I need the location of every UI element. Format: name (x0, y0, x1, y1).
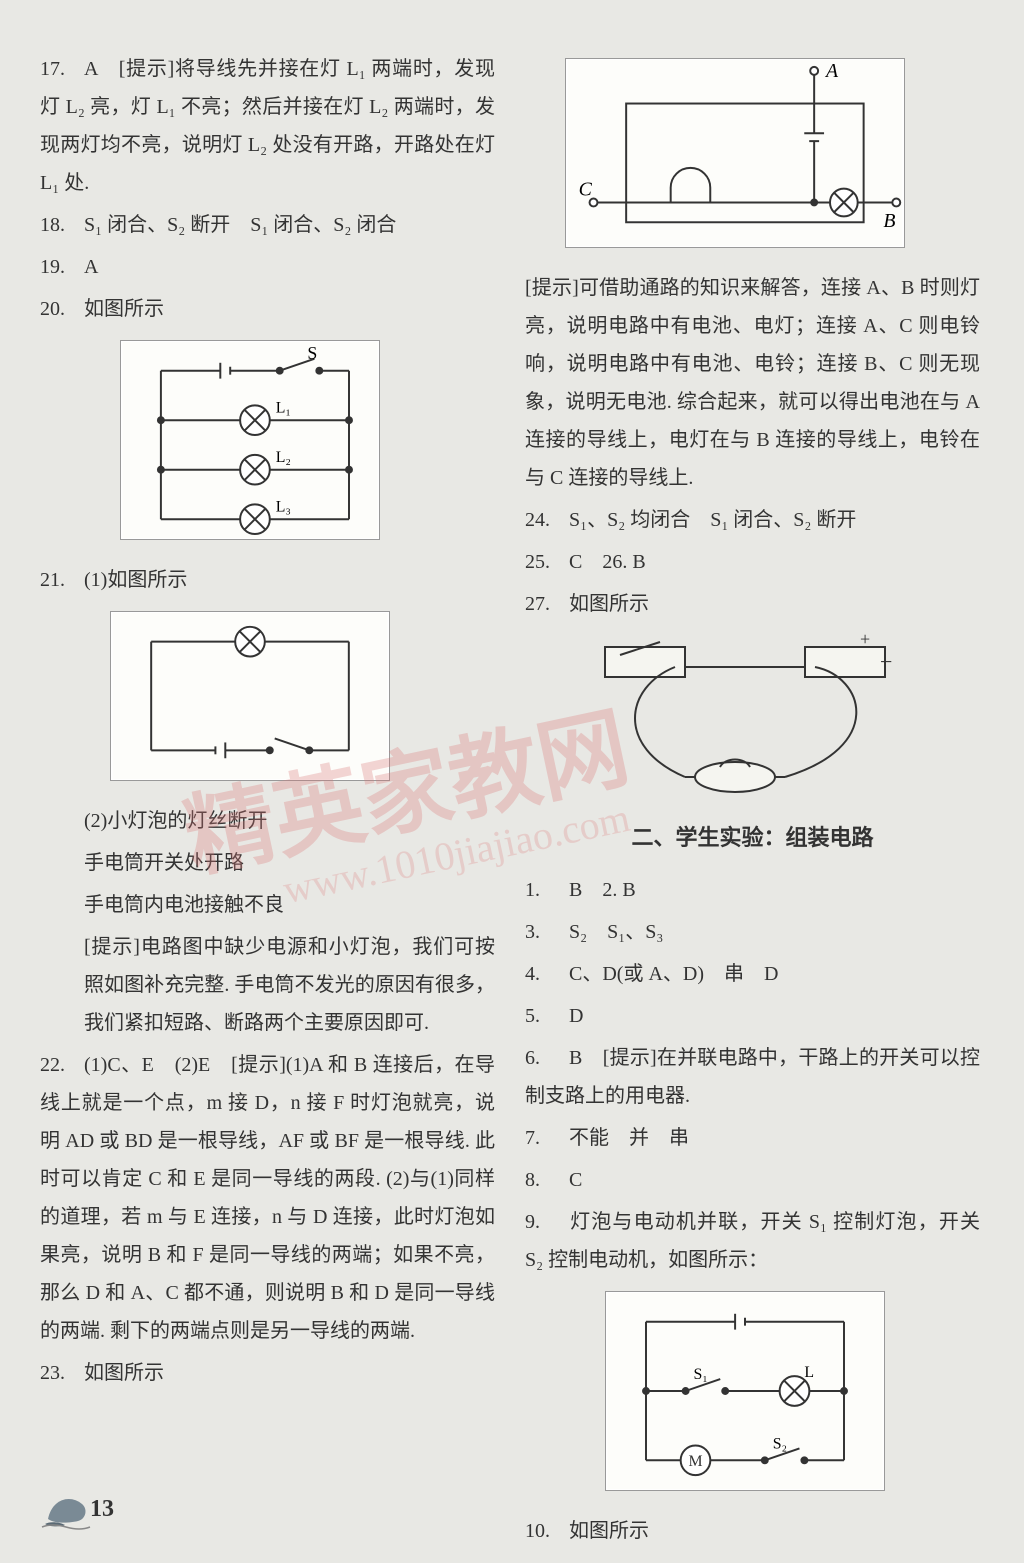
q20-num: 20. (40, 290, 84, 328)
q17-text: A [提示]将导线先并接在灯 L₁ 两端时，发现灯 L₂ 亮，灯 L₁ 不亮；然… (40, 58, 495, 194)
label-c: C (579, 179, 593, 201)
q23: 23.如图所示 (40, 1354, 495, 1392)
page-content: 17.A [提示]将导线先并接在灯 L₁ 两端时，发现灯 L₂ 亮，灯 L₁ 不… (40, 50, 984, 1554)
s2-q10: 10.如图所示 (525, 1512, 980, 1550)
q24: 24.S₁、S₂ 均闭合 S₁ 闭合、S₂ 断开 (525, 501, 980, 539)
q17-num: 17. (40, 50, 84, 88)
s2-q3-text: S₂ S₁、S₃ (569, 921, 663, 943)
q25-26: 25.C 26. B (525, 543, 980, 581)
s2-q7-num: 7. (525, 1119, 569, 1157)
s2-q6: 6.B [提示]在并联电路中，干路上的开关可以控制支路上的用电器. (525, 1039, 980, 1115)
q21-text: (1)如图所示 (84, 569, 187, 591)
s2-q7-text: 不能 并 串 (569, 1127, 689, 1149)
label-b: B (883, 210, 895, 232)
q19-text: A (84, 256, 98, 278)
q17: 17.A [提示]将导线先并接在灯 L₁ 两端时，发现灯 L₂ 亮，灯 L₁ 不… (40, 50, 495, 202)
q24-num: 24. (525, 501, 569, 539)
s2-q6-num: 6. (525, 1039, 569, 1077)
s2-q1-num: 1. (525, 871, 569, 909)
s2-q5-num: 5. (525, 997, 569, 1035)
q20-circuit-diagram: S L₁ L₂ L₃ (120, 340, 380, 540)
label-m: M (689, 1453, 703, 1470)
s2-q7: 7.不能 并 串 (525, 1119, 980, 1157)
q27-text: 如图所示 (569, 593, 649, 615)
column-right: A B C [提示]可借助通路的知识来解答，连接 A、B 时则灯亮，说明电路中有… (525, 50, 980, 1554)
q21-sub-4: [提示]电路图中缺少电源和小灯泡，我们可按照如图补充完整. 手电筒不发光的原因有… (40, 928, 495, 1042)
q18: 18.S₁ 闭合、S₂ 断开 S₁ 闭合、S₂ 闭合 (40, 206, 495, 244)
s2-q9-text: 灯泡与电动机并联，开关 S₁ 控制灯泡，开关 S₂ 控制电动机，如图所示： (525, 1211, 980, 1271)
q21-circuit-diagram (110, 611, 390, 781)
q21: 21.(1)如图所示 (40, 561, 495, 599)
s2-q1-2: 1.B 2. B (525, 871, 980, 909)
q20: 20.如图所示 (40, 290, 495, 328)
label-s1: S₁ (694, 1366, 708, 1383)
label-l2: L₂ (276, 449, 291, 466)
q19-num: 19. (40, 248, 84, 286)
s2-q8-num: 8. (525, 1161, 569, 1199)
q24-text: S₁、S₂ 均闭合 S₁ 闭合、S₂ 断开 (569, 509, 856, 531)
dolphin-icon (40, 1479, 94, 1533)
label-s: S (307, 343, 317, 363)
q27-num: 27. (525, 585, 569, 623)
q27-sketch-diagram: + − (565, 627, 905, 797)
column-left: 17.A [提示]将导线先并接在灯 L₁ 两端时，发现灯 L₂ 亮，灯 L₁ 不… (40, 50, 495, 1554)
q23-num: 23. (40, 1354, 84, 1392)
section-2-title: 二、学生实验：组装电路 (525, 817, 980, 859)
q21-sub-1: (2)小灯泡的灯丝断开 (40, 802, 495, 840)
q23-hint: [提示]可借助通路的知识来解答，连接 A、B 时则灯亮，说明电路中有电池、电灯；… (525, 269, 980, 497)
s2-q10-text: 如图所示 (569, 1520, 649, 1542)
q23-circuit-diagram: A B C (565, 58, 905, 248)
q25-num: 25. (525, 543, 569, 581)
s2-q9-circuit-diagram: M S₁ L S₂ (605, 1291, 885, 1491)
q20-text: 如图所示 (84, 298, 164, 320)
s2-q3-num: 3. (525, 913, 569, 951)
q22-num: 22. (40, 1046, 84, 1084)
label-a: A (824, 60, 839, 82)
q21-num: 21. (40, 561, 84, 599)
q18-num: 18. (40, 206, 84, 244)
s2-q1-2-text: B 2. B (569, 879, 636, 901)
s2-q8-text: C (569, 1169, 582, 1191)
q21-sub-3: 手电筒内电池接触不良 (40, 886, 495, 924)
s2-q5: 5.D (525, 997, 980, 1035)
page-number: 13 (90, 1496, 114, 1523)
q25-26-text: C 26. B (569, 551, 646, 573)
q18-text: S₁ 闭合、S₂ 断开 S₁ 闭合、S₂ 闭合 (84, 214, 396, 236)
label-l3: L₃ (276, 498, 291, 515)
svg-text:+: + (860, 629, 870, 649)
q19: 19.A (40, 248, 495, 286)
s2-q10-num: 10. (525, 1512, 569, 1550)
q23-text: 如图所示 (84, 1362, 164, 1384)
s2-q6-text: B [提示]在并联电路中，干路上的开关可以控制支路上的用电器. (525, 1047, 980, 1107)
label-l: L (804, 1364, 814, 1381)
s2-q4-text: C、D(或 A、D) 串 D (569, 963, 778, 985)
s2-q5-text: D (569, 1005, 583, 1027)
s2-q8: 8.C (525, 1161, 980, 1199)
q27: 27.如图所示 (525, 585, 980, 623)
q22-text: (1)C、E (2)E [提示](1)A 和 B 连接后，在导线上就是一个点，m… (40, 1054, 495, 1342)
s2-q9: 9.灯泡与电动机并联，开关 S₁ 控制灯泡，开关 S₂ 控制电动机，如图所示： (525, 1203, 980, 1279)
q21-sub-2: 手电筒开关处开路 (40, 844, 495, 882)
q22: 22.(1)C、E (2)E [提示](1)A 和 B 连接后，在导线上就是一个… (40, 1046, 495, 1350)
s2-q4-num: 4. (525, 955, 569, 993)
svg-text:−: − (880, 649, 892, 674)
label-s2: S₂ (773, 1435, 787, 1452)
label-l1: L₁ (276, 399, 291, 416)
s2-q4: 4.C、D(或 A、D) 串 D (525, 955, 980, 993)
s2-q3: 3.S₂ S₁、S₃ (525, 913, 980, 951)
s2-q9-num: 9. (525, 1203, 569, 1241)
